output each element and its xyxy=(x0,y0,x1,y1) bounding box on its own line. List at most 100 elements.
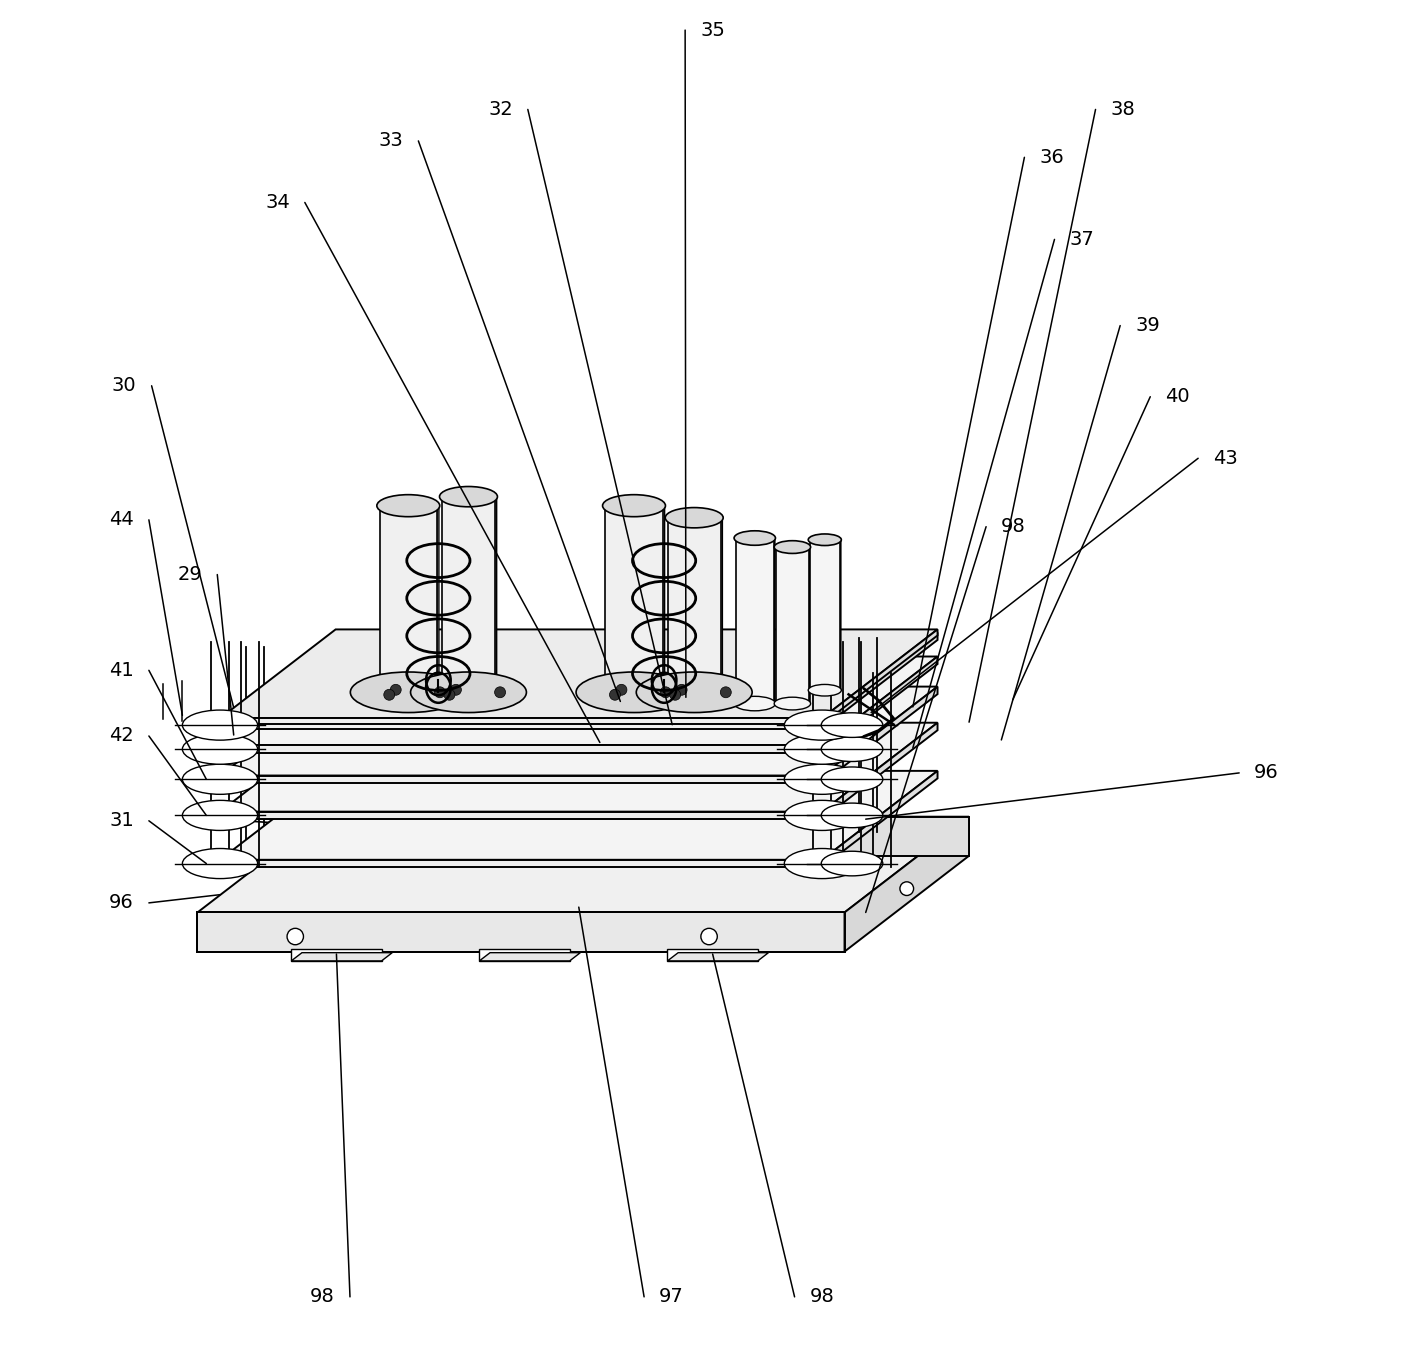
Polygon shape xyxy=(198,912,845,952)
Text: 98: 98 xyxy=(809,1287,834,1306)
Polygon shape xyxy=(606,506,663,692)
Polygon shape xyxy=(494,495,497,692)
Polygon shape xyxy=(219,718,822,725)
Polygon shape xyxy=(219,632,938,721)
Ellipse shape xyxy=(182,710,258,740)
Text: 43: 43 xyxy=(1213,449,1238,468)
Polygon shape xyxy=(822,687,938,782)
Polygon shape xyxy=(291,952,392,960)
Ellipse shape xyxy=(182,765,258,795)
Polygon shape xyxy=(291,949,382,960)
Circle shape xyxy=(616,684,627,695)
Text: 35: 35 xyxy=(700,21,725,40)
Ellipse shape xyxy=(784,710,859,740)
Text: 33: 33 xyxy=(379,131,403,150)
Text: 96: 96 xyxy=(1254,763,1278,782)
Polygon shape xyxy=(219,687,938,776)
Circle shape xyxy=(450,684,462,695)
Ellipse shape xyxy=(182,735,258,765)
Circle shape xyxy=(720,687,731,698)
Circle shape xyxy=(677,684,687,695)
Polygon shape xyxy=(219,657,938,746)
Ellipse shape xyxy=(734,696,775,711)
Ellipse shape xyxy=(665,508,722,528)
Ellipse shape xyxy=(774,540,811,554)
Ellipse shape xyxy=(821,713,884,737)
Text: 41: 41 xyxy=(110,661,134,680)
Polygon shape xyxy=(219,722,938,811)
Circle shape xyxy=(610,689,620,700)
Ellipse shape xyxy=(603,495,665,517)
Ellipse shape xyxy=(637,672,752,713)
Polygon shape xyxy=(198,817,969,912)
Text: 31: 31 xyxy=(110,811,134,830)
Text: 37: 37 xyxy=(1070,230,1094,249)
Polygon shape xyxy=(822,632,938,729)
Polygon shape xyxy=(667,952,768,960)
Circle shape xyxy=(383,689,395,700)
Polygon shape xyxy=(822,722,938,819)
Ellipse shape xyxy=(784,800,859,830)
Polygon shape xyxy=(822,657,938,752)
Ellipse shape xyxy=(784,848,859,878)
Circle shape xyxy=(445,689,455,700)
Ellipse shape xyxy=(784,735,859,765)
Polygon shape xyxy=(822,629,938,725)
Polygon shape xyxy=(479,952,580,960)
Ellipse shape xyxy=(665,683,722,702)
Ellipse shape xyxy=(439,683,497,702)
Ellipse shape xyxy=(603,681,665,703)
Polygon shape xyxy=(219,746,822,752)
Circle shape xyxy=(670,689,681,700)
Ellipse shape xyxy=(734,531,775,546)
Text: 32: 32 xyxy=(489,100,513,119)
Ellipse shape xyxy=(410,672,526,713)
Polygon shape xyxy=(668,517,721,692)
Ellipse shape xyxy=(182,848,258,878)
Polygon shape xyxy=(735,538,774,703)
Text: 98: 98 xyxy=(1002,517,1026,536)
Ellipse shape xyxy=(376,681,440,703)
Text: 39: 39 xyxy=(1136,316,1160,335)
Polygon shape xyxy=(219,776,822,782)
Polygon shape xyxy=(775,547,809,703)
Polygon shape xyxy=(437,505,439,692)
Ellipse shape xyxy=(774,698,811,710)
Circle shape xyxy=(435,687,446,698)
Ellipse shape xyxy=(821,851,884,876)
Circle shape xyxy=(286,929,304,945)
Ellipse shape xyxy=(182,800,258,830)
Ellipse shape xyxy=(376,495,440,517)
Text: 36: 36 xyxy=(1039,148,1064,167)
Text: 34: 34 xyxy=(265,193,289,212)
Circle shape xyxy=(660,687,671,698)
Polygon shape xyxy=(721,516,722,692)
Ellipse shape xyxy=(808,534,841,546)
Polygon shape xyxy=(845,817,969,952)
Polygon shape xyxy=(219,629,938,718)
Text: 29: 29 xyxy=(178,565,202,584)
Ellipse shape xyxy=(351,672,466,713)
Text: 40: 40 xyxy=(1166,387,1190,406)
Polygon shape xyxy=(219,721,822,729)
Text: 30: 30 xyxy=(113,376,137,395)
Text: 42: 42 xyxy=(110,726,134,746)
Polygon shape xyxy=(663,505,664,692)
Circle shape xyxy=(390,684,402,695)
Ellipse shape xyxy=(821,803,884,828)
Text: 97: 97 xyxy=(660,1287,684,1306)
Circle shape xyxy=(494,687,506,698)
Polygon shape xyxy=(219,772,938,860)
Ellipse shape xyxy=(784,765,859,795)
Ellipse shape xyxy=(821,767,884,792)
Polygon shape xyxy=(479,949,570,960)
Polygon shape xyxy=(442,497,494,692)
Polygon shape xyxy=(219,811,822,819)
Polygon shape xyxy=(809,540,839,691)
Polygon shape xyxy=(822,772,938,867)
Circle shape xyxy=(701,929,717,945)
Ellipse shape xyxy=(576,672,693,713)
Circle shape xyxy=(901,882,913,896)
Polygon shape xyxy=(667,949,758,960)
Text: 96: 96 xyxy=(110,893,134,912)
